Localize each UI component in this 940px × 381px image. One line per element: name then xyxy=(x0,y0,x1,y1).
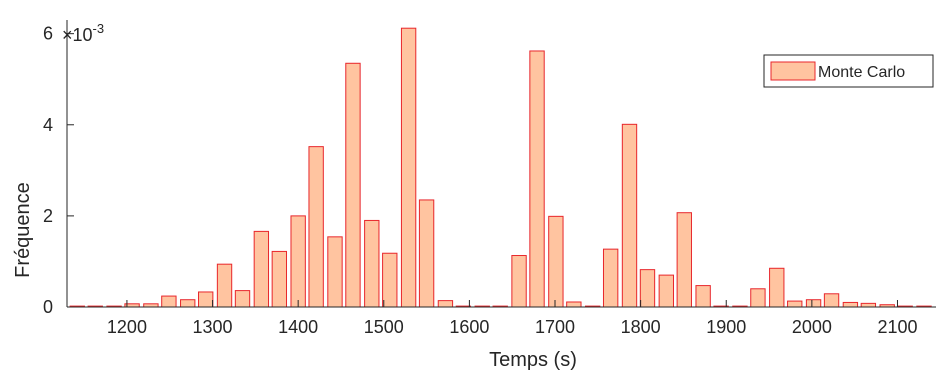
bar xyxy=(511,255,527,308)
bar xyxy=(180,299,196,308)
x-tick-label: 1400 xyxy=(278,317,318,337)
exponent-power: -3 xyxy=(93,21,105,36)
bar xyxy=(548,215,564,308)
x-tick-label: 1900 xyxy=(706,317,746,337)
x-axis-label: Temps (s) xyxy=(489,349,577,371)
y-axis-label: Fréquence xyxy=(12,182,34,278)
bar xyxy=(161,295,177,308)
bar xyxy=(400,27,417,308)
x-tick-label: 1200 xyxy=(107,317,147,337)
bar xyxy=(345,62,361,308)
bar xyxy=(327,236,343,308)
y-tick-label: 4 xyxy=(43,115,53,135)
bar xyxy=(437,300,454,308)
bar xyxy=(382,252,398,308)
bar xyxy=(602,248,619,308)
bar xyxy=(198,291,214,308)
bar xyxy=(290,215,306,308)
y-tick-label: 0 xyxy=(43,297,53,317)
bar xyxy=(418,199,435,308)
bar xyxy=(566,301,582,308)
x-tick-label: 1500 xyxy=(364,317,404,337)
bar xyxy=(271,250,288,308)
x-tick-label: 1800 xyxy=(621,317,661,337)
legend: Monte Carlo xyxy=(763,54,934,88)
bars-layer xyxy=(69,27,932,308)
bar xyxy=(639,269,656,308)
bar xyxy=(823,293,840,308)
exponent-base: ×10 xyxy=(62,25,93,45)
bar xyxy=(658,274,674,308)
bar xyxy=(860,302,877,308)
bar xyxy=(805,299,822,308)
bar xyxy=(253,230,270,308)
bar xyxy=(308,146,324,308)
x-tick-label: 1700 xyxy=(535,317,575,337)
axes-layer: 1200 1300 1400 1500 1600 1700 1800 1900 2000 2100… xyxy=(43,20,936,337)
x-tick-label: 1300 xyxy=(193,317,233,337)
bar xyxy=(216,263,233,308)
bar xyxy=(750,288,766,308)
bar xyxy=(529,50,545,308)
bar xyxy=(676,212,692,308)
bar xyxy=(769,267,785,308)
x-tick-label: 2100 xyxy=(877,317,917,337)
bar xyxy=(234,290,251,308)
legend-swatch xyxy=(770,61,816,81)
bar xyxy=(621,123,638,308)
bar xyxy=(787,300,803,308)
x-tick-label: 2000 xyxy=(792,317,832,337)
x-tick-label: 1600 xyxy=(449,317,489,337)
bar xyxy=(842,301,859,308)
axis-exponent-label: ×10-3 xyxy=(62,21,104,45)
y-tick-label: 6 xyxy=(43,24,53,44)
bar xyxy=(364,219,380,308)
y-tick-label: 2 xyxy=(43,206,53,226)
bar xyxy=(695,285,711,308)
legend-label: Monte Carlo xyxy=(818,64,905,81)
